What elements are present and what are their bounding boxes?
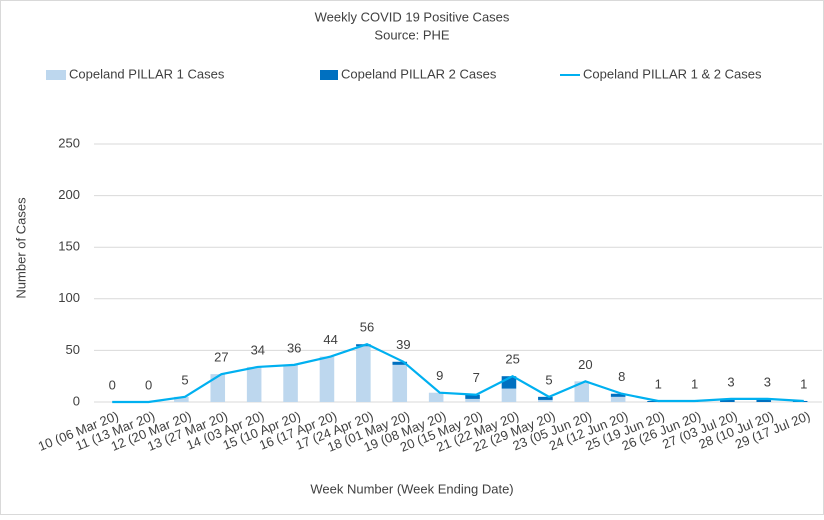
chart-subtitle: Source: PHE [374, 27, 449, 42]
legend-swatch [320, 70, 338, 80]
data-label: 9 [436, 368, 443, 383]
bar [538, 399, 553, 402]
data-label: 27 [214, 350, 228, 365]
data-label: 34 [251, 342, 265, 357]
y-tick-label: 100 [58, 290, 80, 305]
y-tick-label: 250 [58, 135, 80, 150]
y-axis-title: Number of Cases [13, 197, 28, 299]
data-label: 8 [618, 369, 625, 384]
bar [756, 398, 772, 402]
legend-label: Copeland PILLAR 1 & 2 Cases [583, 66, 762, 81]
data-label: 5 [545, 372, 552, 387]
bar [356, 346, 371, 402]
data-label: 44 [323, 332, 337, 347]
bar [428, 392, 444, 402]
data-label: 0 [145, 377, 152, 392]
bar [501, 388, 517, 402]
data-label: 1 [800, 376, 807, 391]
bar [720, 398, 735, 402]
data-label: 3 [764, 374, 771, 389]
y-tick-label: 150 [58, 239, 80, 254]
line [112, 343, 804, 404]
bar [210, 374, 226, 402]
legend-swatch [46, 70, 66, 80]
chart-title: Weekly COVID 19 Positive Cases [315, 9, 510, 24]
legend-label: Copeland PILLAR 1 Cases [69, 66, 225, 81]
data-label: 25 [505, 352, 519, 367]
data-label: 36 [287, 340, 301, 355]
bar [283, 364, 298, 402]
bar [610, 393, 626, 397]
bar [647, 400, 662, 402]
bar [174, 396, 189, 402]
data-label: 20 [578, 357, 592, 372]
data-label: 0 [109, 377, 116, 392]
data-label: 7 [473, 370, 480, 385]
data-label: 1 [691, 376, 698, 391]
bar [392, 361, 408, 365]
data-label: 3 [727, 374, 734, 389]
bar [610, 396, 626, 402]
x-axis-title: Week Number (Week Ending Date) [310, 481, 513, 496]
bar [465, 394, 480, 399]
y-tick-label: 50 [66, 342, 80, 357]
bar [246, 366, 262, 402]
bar [319, 356, 335, 402]
y-tick-label: 200 [58, 187, 80, 202]
bar [574, 381, 590, 402]
data-label: 39 [396, 337, 410, 352]
bar [392, 364, 408, 402]
bar [465, 398, 480, 402]
legend-label: Copeland PILLAR 2 Cases [341, 66, 497, 81]
bar [538, 396, 553, 400]
data-label: 5 [181, 372, 188, 387]
data-label: 56 [360, 320, 374, 335]
data-label: 1 [655, 376, 662, 391]
y-tick-label: 0 [73, 393, 80, 408]
